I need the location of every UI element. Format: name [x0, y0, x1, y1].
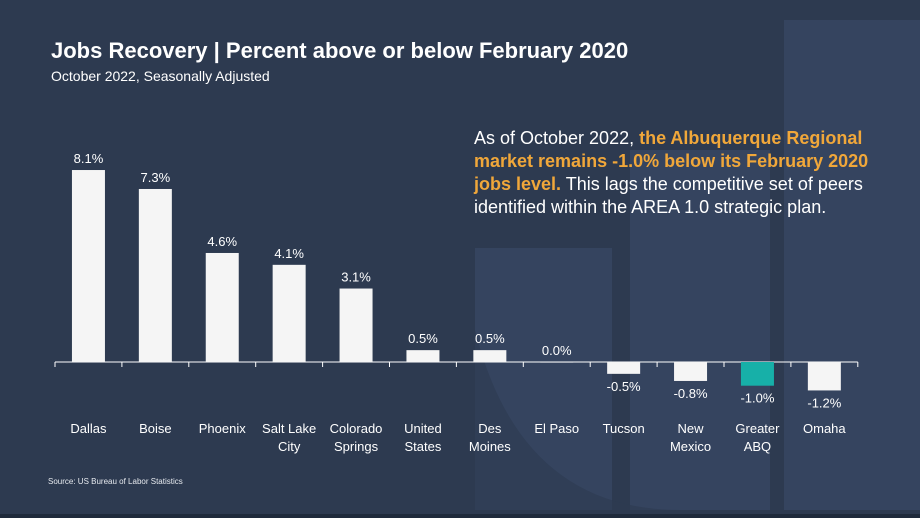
category-label: El Paso	[534, 421, 579, 436]
bar	[740, 362, 774, 386]
bar	[205, 252, 239, 362]
callout-text: As of October 2022, the Albuquerque Regi…	[474, 127, 869, 219]
page-subtitle: October 2022, Seasonally Adjusted	[51, 68, 270, 84]
bar	[540, 362, 574, 363]
category-label: Tucson	[603, 421, 645, 436]
bar	[674, 362, 708, 381]
data-label: 4.1%	[274, 246, 304, 261]
data-label: 0.5%	[408, 331, 438, 346]
bar	[272, 264, 306, 362]
data-label: -1.0%	[740, 391, 774, 406]
callout-highlight: the Albuquerque Regional market remains …	[474, 128, 869, 194]
data-label: 0.5%	[475, 331, 505, 346]
category-label: Salt Lake City	[262, 421, 316, 454]
bottom-divider	[0, 514, 920, 518]
category-label: New Mexico	[670, 421, 711, 454]
data-label: 7.3%	[141, 170, 171, 185]
bar	[138, 188, 172, 362]
bar	[339, 288, 373, 362]
bar	[71, 170, 105, 362]
category-label: Greater ABQ	[735, 421, 780, 454]
data-label: -1.2%	[807, 395, 841, 410]
category-label: Dallas	[70, 421, 107, 436]
data-label: 8.1%	[74, 151, 104, 166]
callout-text-after: This lags the competitive set of peers i…	[474, 174, 863, 217]
bar	[807, 362, 841, 391]
bar	[473, 350, 507, 362]
callout-text-before: As of October 2022,	[474, 128, 640, 148]
category-label: Phoenix	[199, 421, 246, 436]
category-label: Des Moines	[469, 421, 511, 454]
category-label: Colorado Springs	[330, 421, 383, 454]
bar	[607, 362, 641, 374]
source-note: Source: US Bureau of Labor Statistics	[48, 477, 183, 486]
data-label: -0.5%	[607, 379, 641, 394]
category-label: Boise	[139, 421, 172, 436]
data-label: -0.8%	[674, 386, 708, 401]
data-label: 3.1%	[341, 270, 371, 285]
page-title: Jobs Recovery | Percent above or below F…	[51, 38, 629, 63]
category-label: Omaha	[803, 421, 846, 436]
category-label: United States	[404, 421, 442, 454]
data-label: 4.6%	[207, 234, 237, 249]
bar	[406, 350, 440, 362]
data-label: 0.0%	[542, 343, 572, 358]
